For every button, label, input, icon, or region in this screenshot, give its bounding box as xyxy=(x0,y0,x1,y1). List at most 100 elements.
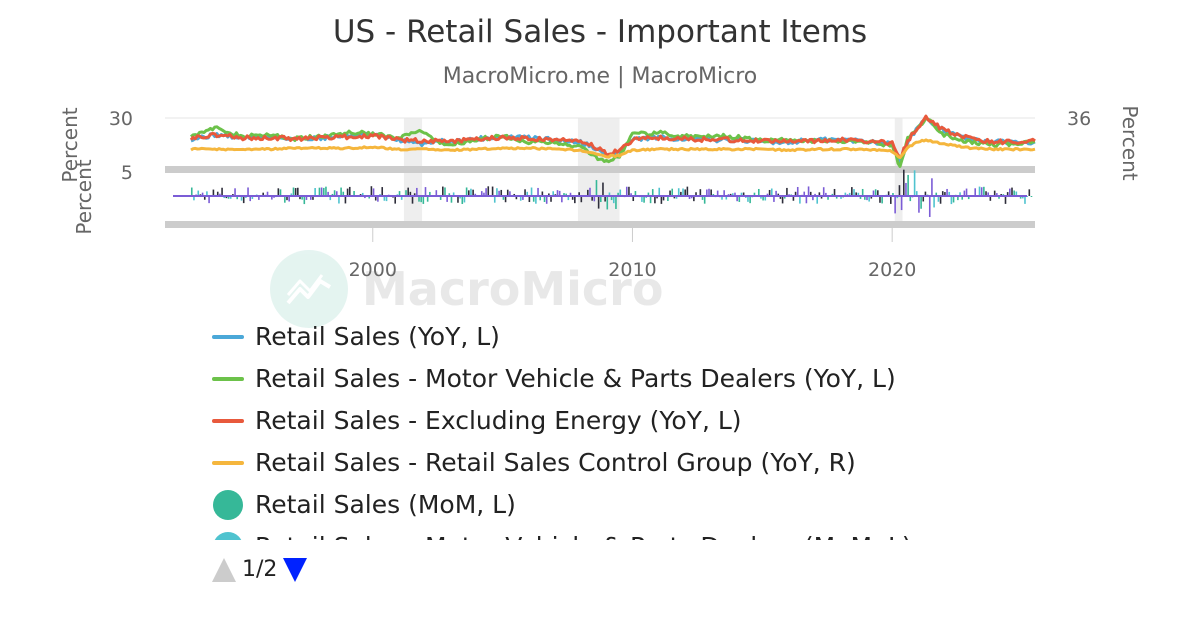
mom-column xyxy=(493,196,496,203)
mom-column xyxy=(459,196,461,199)
mom-column xyxy=(747,196,749,202)
mom-column xyxy=(545,196,548,204)
mom-column xyxy=(266,191,269,196)
mom-column xyxy=(483,192,485,196)
bottom-axis-bar xyxy=(165,221,1035,228)
mom-column xyxy=(851,187,853,196)
mom-column xyxy=(831,193,834,196)
legend-label: Retail Sales (MoM, L) xyxy=(255,490,516,519)
mom-column xyxy=(251,196,254,199)
mom-column xyxy=(773,196,775,202)
arrow-down-icon[interactable] xyxy=(283,558,308,582)
mom-column xyxy=(775,190,777,196)
mom-column xyxy=(764,196,767,201)
mom-column xyxy=(491,186,494,196)
mom-column xyxy=(861,188,864,196)
mom-column xyxy=(786,187,788,196)
mom-column xyxy=(216,191,219,196)
mom-column xyxy=(792,196,795,201)
mom-column xyxy=(673,196,676,199)
watermark: MacroMicro xyxy=(270,250,663,328)
legend-page-indicator: 1/2 xyxy=(242,557,278,582)
mom-column xyxy=(219,193,221,196)
mom-column xyxy=(944,192,946,196)
mom-column xyxy=(840,196,842,199)
mom-column xyxy=(271,196,273,200)
mom-column xyxy=(835,196,838,199)
legend-dot-icon xyxy=(213,532,243,540)
legend-item[interactable]: Retail Sales (YoY, L) xyxy=(212,316,1112,358)
mom-column xyxy=(870,196,873,199)
mom-column xyxy=(770,188,773,196)
mom-column xyxy=(905,182,907,196)
mom-column xyxy=(467,190,470,196)
mom-column xyxy=(935,192,938,196)
mom-column xyxy=(364,196,366,199)
mom-column xyxy=(578,192,580,196)
mom-column xyxy=(416,187,418,196)
legend-label: Retail Sales - Motor Vehicle & Parts Dea… xyxy=(255,532,912,540)
mom-column xyxy=(487,186,490,196)
mom-column xyxy=(907,174,909,196)
mom-column xyxy=(485,188,487,196)
mom-column xyxy=(688,196,691,199)
legend-label: Retail Sales - Retail Sales Control Grou… xyxy=(255,448,856,477)
mom-column xyxy=(827,196,829,200)
mom-column xyxy=(978,186,981,196)
mom-column xyxy=(567,196,570,201)
y-axis-title-bottom: Percent xyxy=(72,159,96,234)
mom-column xyxy=(329,196,332,201)
mom-column xyxy=(589,187,591,196)
mom-column xyxy=(630,193,632,196)
mom-column xyxy=(556,190,559,196)
mom-column xyxy=(221,187,223,196)
mom-column xyxy=(203,196,206,200)
mom-column xyxy=(565,193,567,196)
mom-column xyxy=(946,188,948,196)
mom-column xyxy=(470,188,472,196)
mom-column xyxy=(322,187,325,196)
legend-item[interactable]: Retail Sales (MoM, L) xyxy=(212,484,1112,526)
arrow-up-icon[interactable] xyxy=(212,558,236,582)
mom-column xyxy=(879,196,881,203)
x-tick-label: 2020 xyxy=(868,259,916,281)
mom-column xyxy=(796,186,799,196)
legend-item[interactable]: Retail Sales - Retail Sales Control Grou… xyxy=(212,442,1112,484)
mom-column xyxy=(383,196,386,201)
mom-column xyxy=(348,186,351,196)
mom-column xyxy=(662,196,665,201)
mom-column xyxy=(1015,191,1018,196)
mom-column xyxy=(600,196,602,203)
legend-item[interactable]: Retail Sales - Motor Vehicle & Parts Dea… xyxy=(212,358,1112,400)
mom-column xyxy=(957,196,959,201)
mom-column xyxy=(543,196,546,202)
mom-column xyxy=(208,196,210,204)
chart-subtitle: MacroMicro.me | MacroMicro xyxy=(442,64,758,89)
mom-column xyxy=(418,196,420,202)
mom-column xyxy=(894,196,896,214)
mom-column xyxy=(370,186,373,196)
mom-column xyxy=(963,190,966,196)
mom-column xyxy=(928,196,931,217)
mom-column xyxy=(374,196,377,201)
mom-column xyxy=(658,187,661,196)
mom-column xyxy=(965,188,968,196)
mom-column xyxy=(606,196,609,210)
mom-column xyxy=(524,189,526,196)
mom-column xyxy=(807,186,810,196)
mom-column xyxy=(701,196,704,200)
mom-column xyxy=(227,196,230,199)
mom-column xyxy=(643,196,645,203)
legend-item[interactable]: Retail Sales - Motor Vehicle & Parts Dea… xyxy=(212,526,1112,540)
series-line xyxy=(190,138,1036,159)
mom-column xyxy=(937,196,940,202)
mom-column xyxy=(647,192,650,196)
mom-column xyxy=(292,187,295,196)
mom-column xyxy=(762,196,764,201)
mom-column xyxy=(952,196,955,203)
mom-column xyxy=(405,190,407,196)
mom-column xyxy=(920,196,922,209)
mom-column xyxy=(303,196,306,205)
mom-column xyxy=(998,196,1000,199)
legend-item[interactable]: Retail Sales - Excluding Energy (YoY, L) xyxy=(212,400,1112,442)
